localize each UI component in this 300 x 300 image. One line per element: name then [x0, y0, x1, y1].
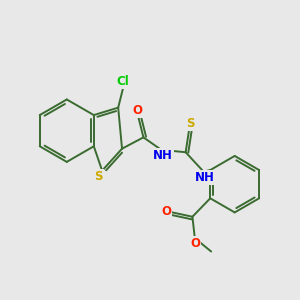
Text: S: S — [94, 169, 103, 182]
Text: O: O — [133, 104, 142, 117]
Text: O: O — [162, 205, 172, 218]
Text: NH: NH — [153, 149, 173, 162]
Text: S: S — [186, 117, 195, 130]
Text: O: O — [190, 237, 200, 250]
Text: Cl: Cl — [117, 75, 129, 88]
Text: NH: NH — [195, 171, 215, 184]
